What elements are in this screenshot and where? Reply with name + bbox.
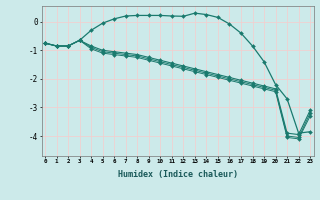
X-axis label: Humidex (Indice chaleur): Humidex (Indice chaleur) — [118, 170, 237, 179]
